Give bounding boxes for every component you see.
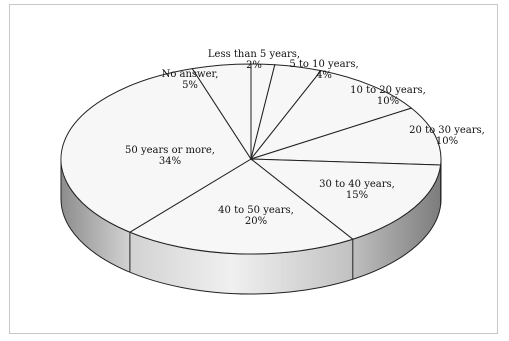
slice-label: No answer, xyxy=(162,69,219,80)
slice-label: 50 years or more, xyxy=(125,145,215,156)
pie-slice xyxy=(249,158,442,240)
slice-percent-label: 5% xyxy=(182,80,198,91)
chart-frame: Less than 5 years, 2% 5 to 10 years, 4% 10 t… xyxy=(9,4,498,334)
slice-label: 10 to 20 years, xyxy=(350,85,426,96)
slice-label: Less than 5 years, xyxy=(208,49,300,60)
slice-percent-label: 4% xyxy=(316,70,332,81)
pie-chart: Less than 5 years,2% 5 to 10 years,4% 10 t… xyxy=(60,49,485,295)
slice-percent-label: 10% xyxy=(377,96,399,107)
pie-slice xyxy=(191,63,252,161)
slice-label: 40 to 50 years, xyxy=(218,205,294,216)
slice-percent-label: 15% xyxy=(346,190,368,201)
slice-label: 5 to 10 years, xyxy=(289,59,358,70)
slice-percent-label: 10% xyxy=(436,136,458,147)
slice-label: 30 to 40 years, xyxy=(319,179,395,190)
pie-slice xyxy=(249,70,413,160)
slice-percent-label: 34% xyxy=(159,156,181,167)
pie-slice xyxy=(60,68,252,233)
pie-top-layer xyxy=(60,63,442,255)
slice-label: 20 to 30 years, xyxy=(409,125,485,136)
pie-slice xyxy=(128,158,354,255)
slice-percent-label: 20% xyxy=(245,216,267,227)
pie-label-layer: Less than 5 years,2% 5 to 10 years,4% 10 t… xyxy=(125,49,485,227)
pie-slice xyxy=(250,107,442,166)
slice-percent-label: 2% xyxy=(246,60,262,71)
